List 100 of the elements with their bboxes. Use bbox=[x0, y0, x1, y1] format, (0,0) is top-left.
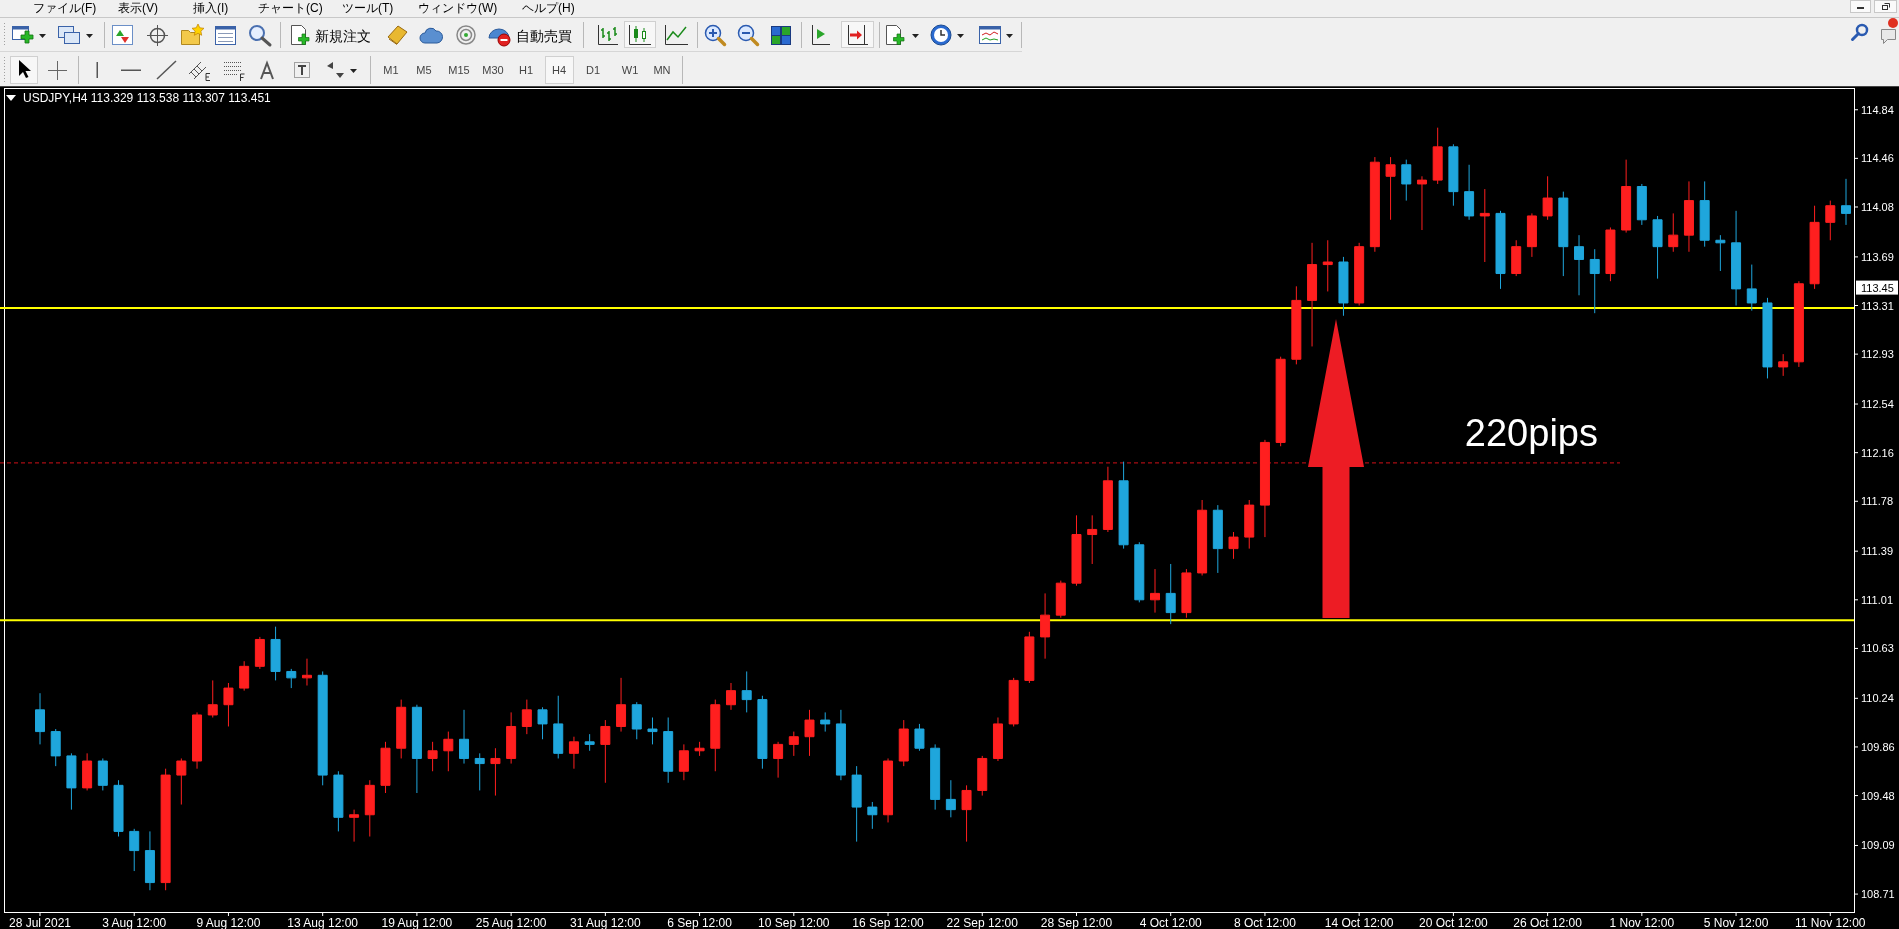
candlestick bbox=[961, 784, 972, 843]
candlestick bbox=[66, 752, 77, 811]
candlestick bbox=[600, 719, 611, 784]
x-tick-label: 10 Sep 12:00 bbox=[758, 916, 830, 929]
candlestick bbox=[97, 757, 108, 791]
candlestick bbox=[930, 743, 941, 811]
candlestick bbox=[1448, 143, 1459, 207]
candlestick bbox=[317, 670, 328, 786]
candlestick bbox=[1307, 242, 1318, 347]
candlestick bbox=[1793, 280, 1804, 368]
y-tick-label: 113.31 bbox=[1861, 299, 1894, 312]
y-tick-label: 109.86 bbox=[1861, 740, 1895, 753]
candlestick bbox=[1636, 183, 1647, 226]
x-tick-label: 8 Oct 12:00 bbox=[1233, 916, 1297, 929]
candlestick bbox=[1150, 568, 1161, 614]
candlestick bbox=[1778, 353, 1789, 377]
candlestick bbox=[1683, 180, 1694, 253]
x-tick-label: 26 Oct 12:00 bbox=[1513, 916, 1583, 929]
x-tick-label: 16 Sep 12:00 bbox=[852, 916, 925, 929]
x-tick-label: 9 Aug 12:00 bbox=[196, 916, 261, 929]
candlestick bbox=[725, 682, 736, 711]
candlestick bbox=[1746, 264, 1757, 312]
candlestick bbox=[1369, 156, 1380, 253]
x-tick-label: 31 Aug 12:00 bbox=[569, 916, 642, 929]
candlestick bbox=[1825, 200, 1836, 241]
candlestick bbox=[977, 755, 988, 797]
candlestick bbox=[1526, 212, 1537, 258]
y-tick-label: 110.24 bbox=[1861, 692, 1894, 705]
candlestick bbox=[1715, 234, 1726, 272]
candlestick bbox=[1841, 178, 1851, 226]
candlestick bbox=[1165, 563, 1176, 625]
candlestick bbox=[1589, 248, 1600, 314]
candlestick bbox=[1087, 514, 1098, 565]
candlestick bbox=[1071, 514, 1082, 587]
candlestick bbox=[82, 752, 93, 791]
x-tick-label: 4 Oct 12:00 bbox=[1139, 916, 1203, 929]
y-tick-label: 111.78 bbox=[1861, 495, 1894, 508]
candlestick bbox=[223, 682, 234, 727]
y-tick-label: 111.01 bbox=[1861, 593, 1894, 606]
candlestick bbox=[270, 626, 281, 681]
candlestick bbox=[1102, 466, 1113, 533]
candlestick bbox=[1495, 210, 1506, 290]
candlestick bbox=[1134, 541, 1145, 603]
candlestick bbox=[1291, 285, 1302, 365]
candlestick bbox=[663, 717, 674, 784]
candlestick bbox=[1731, 210, 1742, 307]
y-tick-label: 109.09 bbox=[1861, 839, 1895, 852]
candlestick bbox=[537, 706, 548, 740]
x-tick-label: 5 Nov 12:00 bbox=[1703, 916, 1769, 929]
candlestick bbox=[380, 741, 391, 794]
x-tick-label: 28 Sep 12:00 bbox=[1040, 916, 1113, 929]
x-tick-label: 14 Oct 12:00 bbox=[1324, 916, 1394, 929]
candlestick bbox=[851, 765, 862, 843]
candlestick bbox=[349, 809, 360, 843]
chart-title: USDJPY,H4 113.329 113.538 113.307 113.451 bbox=[23, 91, 272, 105]
candlestick bbox=[1259, 439, 1270, 538]
candlestick bbox=[1621, 159, 1632, 234]
candlestick bbox=[459, 709, 470, 765]
y-tick-label: 112.16 bbox=[1861, 446, 1894, 459]
y-tick-label: 111.39 bbox=[1861, 545, 1894, 558]
candlestick bbox=[474, 752, 485, 791]
candlestick bbox=[1699, 180, 1710, 248]
candlestick bbox=[239, 660, 250, 692]
x-tick-label: 3 Aug 12:00 bbox=[102, 916, 167, 929]
candlestick bbox=[396, 699, 407, 759]
y-tick-label: 114.84 bbox=[1861, 103, 1894, 116]
candlestick bbox=[129, 828, 140, 872]
x-tick-label: 1 Nov 12:00 bbox=[1609, 916, 1675, 929]
candlestick bbox=[1040, 592, 1051, 660]
candlestick bbox=[207, 679, 218, 719]
candlestick bbox=[254, 636, 265, 670]
x-tick-label: 19 Aug 12:00 bbox=[381, 916, 453, 929]
y-tick-label: 112.93 bbox=[1861, 348, 1894, 361]
candlestick bbox=[1809, 205, 1820, 290]
candlestick bbox=[1762, 297, 1773, 379]
candlestick bbox=[411, 704, 422, 794]
candlestick bbox=[1181, 568, 1192, 619]
candlestick bbox=[35, 692, 45, 745]
candlestick bbox=[1197, 499, 1208, 576]
x-tick-label: 11 Nov 12:00 bbox=[1795, 916, 1866, 929]
y-tick-label: 110.63 bbox=[1861, 642, 1894, 655]
candlestick bbox=[364, 779, 375, 838]
candlestick bbox=[1024, 631, 1035, 684]
candlestick bbox=[945, 779, 956, 818]
candlestick bbox=[883, 757, 894, 823]
candlestick bbox=[1244, 499, 1255, 550]
candlestick bbox=[1008, 677, 1019, 727]
candlestick bbox=[1652, 215, 1663, 280]
candlestick bbox=[301, 658, 312, 687]
candlestick bbox=[521, 699, 532, 735]
candlestick bbox=[443, 731, 454, 772]
candlestick bbox=[773, 741, 784, 779]
candlestick bbox=[1558, 191, 1569, 277]
candlestick bbox=[1401, 159, 1412, 202]
candlestick bbox=[804, 709, 815, 757]
candlestick bbox=[992, 717, 1003, 762]
candlestick bbox=[710, 699, 721, 772]
candlestick bbox=[144, 830, 155, 891]
y-tick-label: 112.54 bbox=[1861, 398, 1894, 411]
candlestick bbox=[1574, 234, 1585, 296]
